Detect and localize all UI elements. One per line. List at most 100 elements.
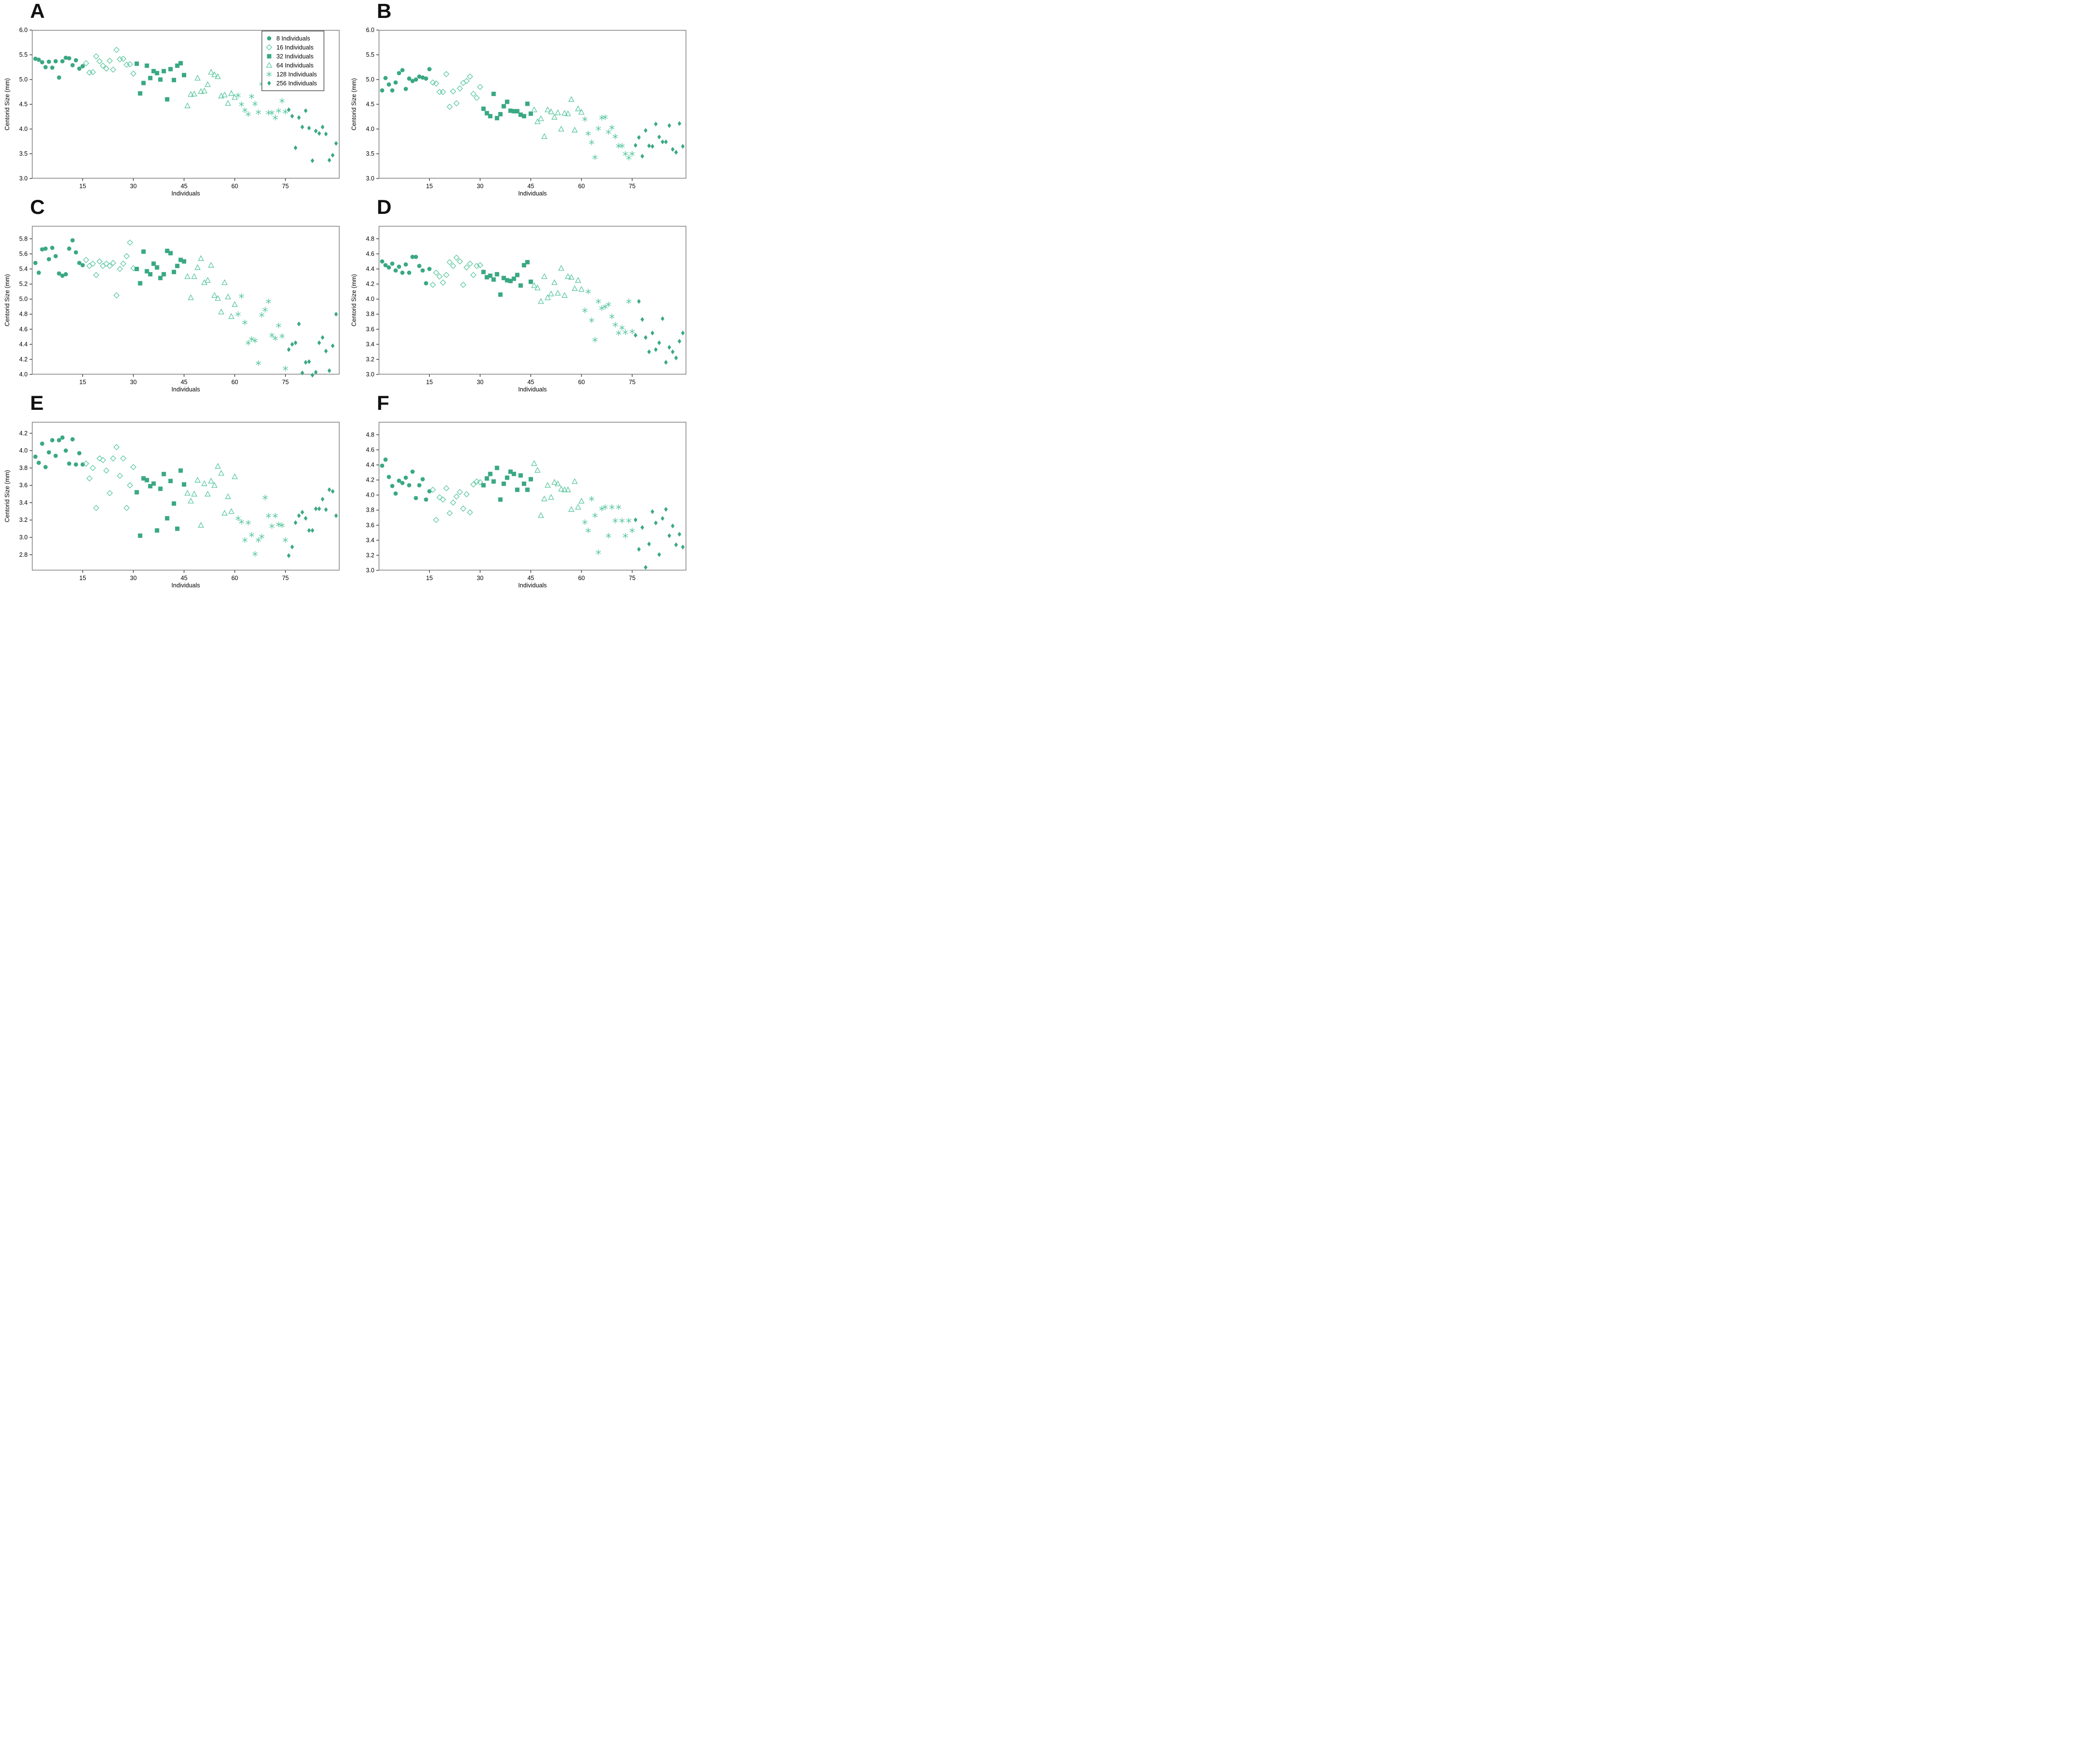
svg-text:30: 30 xyxy=(477,379,483,386)
panel-d: D Centorid Size (mm) 3.0 3.2 3.4 3.6 3.8 4.0 4… xyxy=(347,195,693,393)
svg-text:30: 30 xyxy=(130,575,137,582)
svg-text:3.0: 3.0 xyxy=(366,175,374,182)
panel-letter: D xyxy=(377,195,392,218)
svg-text:4.8: 4.8 xyxy=(366,431,374,438)
y-axis-label-text: Centorid Size (mm) xyxy=(351,274,358,326)
svg-text:3.5: 3.5 xyxy=(366,150,374,157)
svg-text:4.6: 4.6 xyxy=(366,446,374,453)
svg-text:5.2: 5.2 xyxy=(19,281,28,288)
svg-text:16 Individuals: 16 Individuals xyxy=(276,44,313,51)
svg-text:8 Individuals: 8 Individuals xyxy=(276,35,310,42)
svg-text:3.4: 3.4 xyxy=(366,341,374,348)
scatter-plot: 3.0 3.2 3.4 3.6 3.8 4.0 4.2 4.4 4.6 4.8 15 30 45 60 75 xyxy=(366,421,687,582)
svg-text:45: 45 xyxy=(181,575,188,582)
svg-text:3.5: 3.5 xyxy=(19,150,28,157)
y-axis-label xyxy=(348,422,360,570)
svg-text:4.4: 4.4 xyxy=(19,341,28,348)
svg-text:64 Individuals: 64 Individuals xyxy=(276,62,313,69)
y-axis-label-text: Centorid Size (mm) xyxy=(4,274,11,326)
svg-text:4.8: 4.8 xyxy=(19,311,28,318)
svg-text:4.6: 4.6 xyxy=(366,250,374,257)
svg-text:3.2: 3.2 xyxy=(366,552,374,559)
svg-text:3.8: 3.8 xyxy=(19,465,28,471)
figure-grid: A Centorid Size (mm) 3.0 3.5 4.0 4.5 5.0 5.5 6… xyxy=(0,0,693,589)
svg-text:30: 30 xyxy=(130,183,137,190)
svg-text:45: 45 xyxy=(181,379,188,386)
svg-text:4.0: 4.0 xyxy=(19,371,28,378)
svg-text:30: 30 xyxy=(477,183,483,190)
y-axis-label: Centorid Size (mm) xyxy=(1,422,14,570)
svg-text:4.6: 4.6 xyxy=(19,326,28,333)
svg-text:45: 45 xyxy=(181,183,188,190)
x-axis-label: Individuals xyxy=(518,190,547,197)
panel-letter: B xyxy=(377,0,392,22)
svg-text:4.0: 4.0 xyxy=(366,492,374,499)
svg-text:15: 15 xyxy=(80,575,86,582)
panel-letter: C xyxy=(30,195,45,218)
svg-text:6.0: 6.0 xyxy=(366,27,374,33)
svg-text:3.2: 3.2 xyxy=(366,356,374,363)
svg-text:45: 45 xyxy=(528,183,534,190)
plot-area: 3.0 3.2 3.4 3.6 3.8 4.0 4.2 4.4 4.6 4.8 15 30 45 60 75 xyxy=(366,421,687,582)
y-axis-label-text: Centorid Size (mm) xyxy=(351,78,358,130)
svg-text:75: 75 xyxy=(629,379,636,386)
scatter-plot: 3.0 3.5 4.0 4.5 5.0 5.5 6.0 15 30 45 60 75 xyxy=(366,27,687,190)
panel-f: F 3.0 3.2 3.4 3.6 3.8 4.0 4.2 4.4 4.6 4.8 15 30 45 60… xyxy=(347,392,693,589)
svg-text:75: 75 xyxy=(629,575,636,582)
svg-text:32 Individuals: 32 Individuals xyxy=(276,53,313,60)
svg-text:4.0: 4.0 xyxy=(366,126,374,132)
svg-text:15: 15 xyxy=(426,183,433,190)
svg-text:3.2: 3.2 xyxy=(19,517,28,523)
svg-text:4.2: 4.2 xyxy=(19,430,28,437)
panel-letter: E xyxy=(30,391,44,414)
svg-text:15: 15 xyxy=(80,379,86,386)
panel-b: B Centorid Size (mm) 3.0 3.5 4.0 4.5 5.0 5.5 6… xyxy=(347,0,693,197)
panel-a: A Centorid Size (mm) 3.0 3.5 4.0 4.5 5.0 5.5 6… xyxy=(0,0,347,197)
x-axis-label: Individuals xyxy=(518,386,547,393)
svg-text:5.6: 5.6 xyxy=(19,250,28,257)
svg-text:256 Individuals: 256 Individuals xyxy=(276,80,317,87)
svg-text:5.0: 5.0 xyxy=(19,296,28,303)
x-axis-label: Individuals xyxy=(171,582,200,589)
svg-text:5.0: 5.0 xyxy=(19,76,28,83)
scatter-plot: 2.8 3.0 3.2 3.4 3.6 3.8 4.0 4.2 15 30 45 60 75 xyxy=(19,421,340,582)
svg-text:4.0: 4.0 xyxy=(366,296,374,303)
svg-text:60: 60 xyxy=(578,379,585,386)
panel-e: E Centorid Size (mm) 2.8 3.0 3.2 3.4 3.6 3.8 4… xyxy=(0,391,347,589)
svg-text:128 Individuals: 128 Individuals xyxy=(276,71,317,78)
scatter-plot: 3.0 3.2 3.4 3.6 3.8 4.0 4.2 4.4 4.6 4.8 15 30 45 60 75 xyxy=(366,226,687,386)
svg-text:4.4: 4.4 xyxy=(366,266,374,273)
svg-text:6.0: 6.0 xyxy=(19,27,28,33)
y-axis-label-text: Centorid Size (mm) xyxy=(4,470,11,522)
x-axis-label: Individuals xyxy=(518,582,547,589)
svg-text:3.8: 3.8 xyxy=(366,311,374,318)
plot-area: 3.0 3.2 3.4 3.6 3.8 4.0 4.2 4.4 4.6 4.8 15 30 45 60 75 xyxy=(366,226,687,386)
svg-text:4.2: 4.2 xyxy=(366,281,374,288)
svg-text:60: 60 xyxy=(231,183,238,190)
y-axis-label: Centorid Size (mm) xyxy=(348,30,360,178)
svg-text:4.5: 4.5 xyxy=(19,101,28,108)
scatter-plot: 3.0 3.5 4.0 4.5 5.0 5.5 6.0 15 30 45 60 75 8 Individ… xyxy=(19,27,340,190)
y-axis-label-text: Centorid Size (mm) xyxy=(4,78,11,130)
svg-text:15: 15 xyxy=(80,183,86,190)
x-axis-label: Individuals xyxy=(171,190,200,197)
svg-text:15: 15 xyxy=(426,379,433,386)
plot-area: 4.0 4.2 4.4 4.6 4.8 5.0 5.2 5.4 5.6 5.8 15 30 45 60 75 xyxy=(19,226,340,386)
y-axis-label: Centorid Size (mm) xyxy=(1,226,14,374)
plot-area: 3.0 3.5 4.0 4.5 5.0 5.5 6.0 15 30 45 60 75 xyxy=(366,27,687,190)
svg-text:4.2: 4.2 xyxy=(366,477,374,484)
plot-area: 2.8 3.0 3.2 3.4 3.6 3.8 4.0 4.2 15 30 45 60 75 xyxy=(19,421,340,582)
panel-letter: A xyxy=(30,0,45,22)
svg-text:5.4: 5.4 xyxy=(19,266,28,273)
svg-text:4.0: 4.0 xyxy=(19,447,28,454)
svg-text:4.8: 4.8 xyxy=(366,235,374,242)
svg-text:30: 30 xyxy=(477,575,483,582)
svg-text:30: 30 xyxy=(130,379,137,386)
svg-text:5.8: 5.8 xyxy=(19,235,28,242)
panel-c: C Centorid Size (mm) 4.0 4.2 4.4 4.6 4.8 5.0 5… xyxy=(0,195,347,393)
svg-text:3.0: 3.0 xyxy=(19,175,28,182)
svg-text:5.5: 5.5 xyxy=(366,51,374,58)
svg-text:60: 60 xyxy=(231,379,238,386)
svg-text:3.6: 3.6 xyxy=(19,482,28,489)
svg-text:3.4: 3.4 xyxy=(19,499,28,506)
